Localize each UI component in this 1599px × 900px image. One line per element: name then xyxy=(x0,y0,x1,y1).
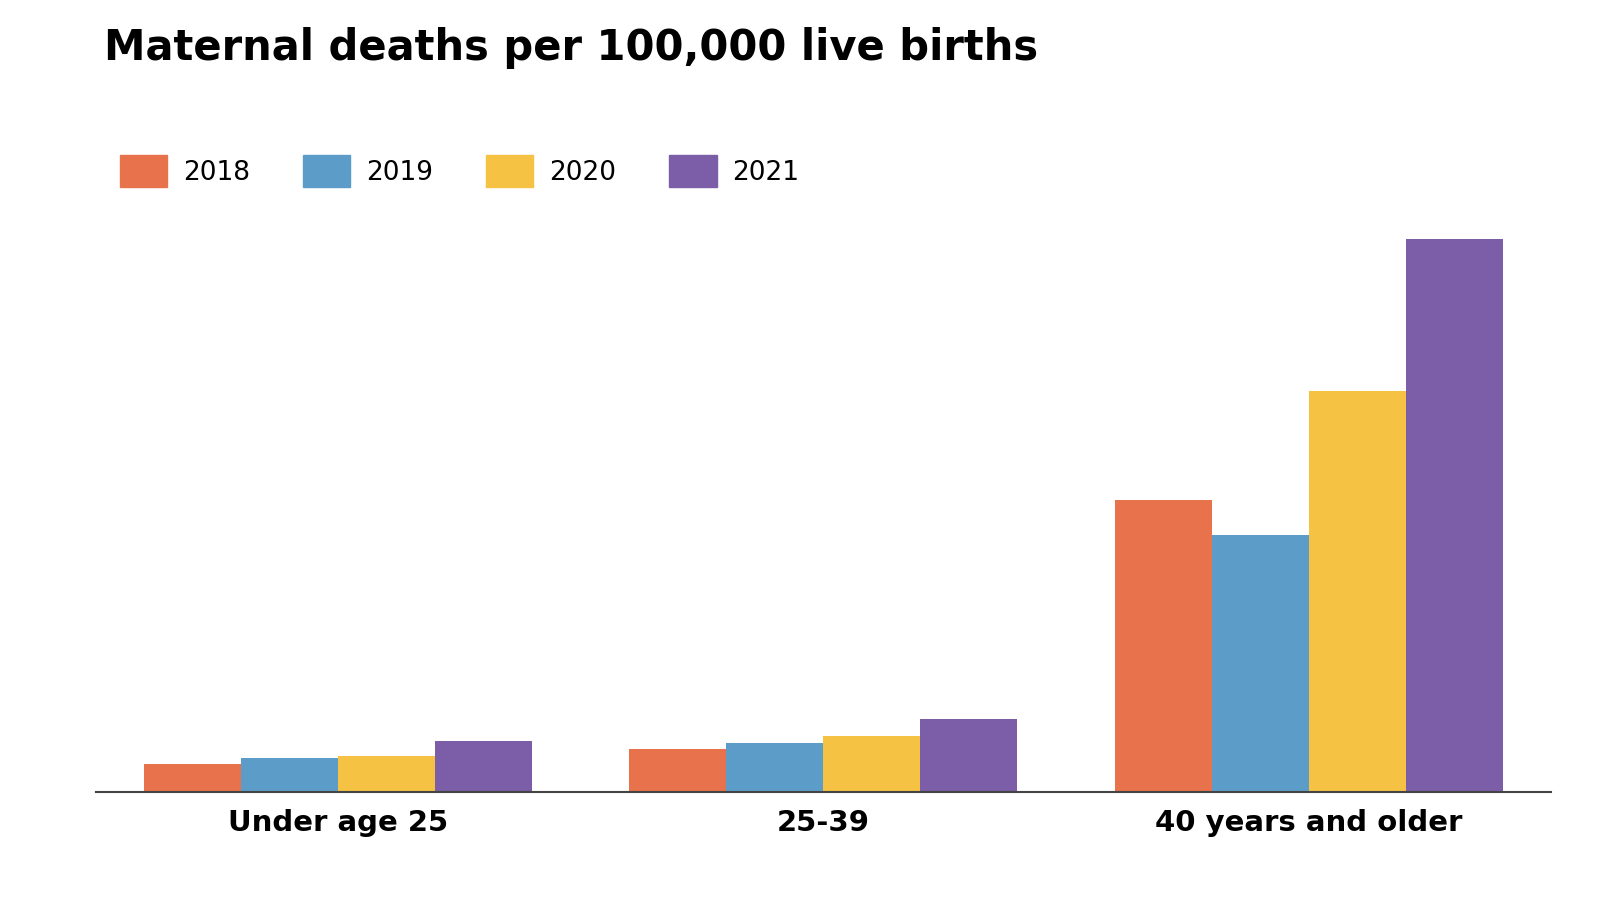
Bar xyxy=(630,749,726,792)
Bar xyxy=(1212,535,1308,792)
Bar xyxy=(726,743,823,792)
Bar xyxy=(1406,239,1503,792)
Bar xyxy=(339,756,435,792)
Bar xyxy=(435,742,532,792)
Bar xyxy=(144,763,241,792)
Text: Maternal deaths per 100,000 live births: Maternal deaths per 100,000 live births xyxy=(104,27,1038,69)
Bar xyxy=(921,719,1017,792)
Bar xyxy=(1115,500,1212,792)
Bar xyxy=(241,758,339,792)
Legend: 2018, 2019, 2020, 2021: 2018, 2019, 2020, 2021 xyxy=(109,144,811,197)
Bar xyxy=(823,736,921,792)
Bar xyxy=(1308,391,1406,792)
